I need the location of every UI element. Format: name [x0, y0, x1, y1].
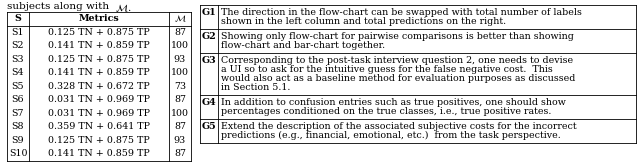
Text: 100: 100 [171, 41, 189, 50]
Text: S3: S3 [12, 55, 24, 64]
Text: 0.359 TN + 0.641 TP: 0.359 TN + 0.641 TP [48, 122, 150, 131]
Text: 87: 87 [174, 149, 186, 158]
Text: S4: S4 [12, 68, 24, 77]
Text: S8: S8 [12, 122, 24, 131]
Text: 93: 93 [174, 55, 186, 64]
Text: would also act as a baseline method for evaluation purposes as discussed: would also act as a baseline method for … [221, 74, 575, 83]
Text: S1: S1 [12, 28, 24, 37]
Text: G1: G1 [202, 8, 216, 17]
Text: in Section 5.1.: in Section 5.1. [221, 83, 291, 92]
Text: G4: G4 [202, 98, 216, 107]
Text: 87: 87 [174, 122, 186, 131]
Text: subjects along with: subjects along with [7, 2, 113, 11]
Text: a UI so to ask for the intuitive guess for the false negative cost.  This: a UI so to ask for the intuitive guess f… [221, 65, 553, 74]
Text: Showing only flow-chart for pairwise comparisons is better than showing: Showing only flow-chart for pairwise com… [221, 32, 574, 41]
Text: 0.141 TN + 0.859 TP: 0.141 TN + 0.859 TP [48, 149, 150, 158]
Text: 0.125 TN + 0.875 TP: 0.125 TN + 0.875 TP [48, 55, 150, 64]
Text: S: S [15, 14, 21, 23]
Text: 0.328 TN + 0.672 TP: 0.328 TN + 0.672 TP [48, 82, 150, 91]
Text: 0.125 TN + 0.875 TP: 0.125 TN + 0.875 TP [48, 28, 150, 37]
Text: Extend the description of the associated subjective costs for the incorrect: Extend the description of the associated… [221, 122, 577, 131]
Text: S5: S5 [12, 82, 24, 91]
Text: 87: 87 [174, 95, 186, 104]
Text: 0.141 TN + 0.859 TP: 0.141 TN + 0.859 TP [48, 68, 150, 77]
Text: S6: S6 [12, 95, 24, 104]
Text: G3: G3 [202, 56, 216, 65]
Text: S9: S9 [12, 136, 24, 145]
Text: 0.141 TN + 0.859 TP: 0.141 TN + 0.859 TP [48, 41, 150, 50]
Text: 0.125 TN + 0.875 TP: 0.125 TN + 0.875 TP [48, 136, 150, 145]
Text: 93: 93 [174, 136, 186, 145]
Text: 100: 100 [171, 109, 189, 118]
Text: predictions (e.g., financial, emotional, etc.)  from the task perspective.: predictions (e.g., financial, emotional,… [221, 131, 561, 140]
Text: G2: G2 [202, 32, 216, 41]
Text: S10: S10 [9, 149, 28, 158]
Text: $\mathcal{M}$: $\mathcal{M}$ [173, 13, 186, 24]
Text: S2: S2 [12, 41, 24, 50]
Text: 0.031 TN + 0.969 TP: 0.031 TN + 0.969 TP [48, 109, 150, 118]
Text: G5: G5 [202, 122, 216, 131]
Text: 0.031 TN + 0.969 TP: 0.031 TN + 0.969 TP [48, 95, 150, 104]
Text: In addition to confusion entries such as true positives, one should show: In addition to confusion entries such as… [221, 98, 566, 107]
Text: Corresponding to the post-task interview question 2, one needs to devise: Corresponding to the post-task interview… [221, 56, 573, 65]
Text: 100: 100 [171, 68, 189, 77]
Text: flow-chart and bar-chart together.: flow-chart and bar-chart together. [221, 41, 385, 50]
Text: shown in the left column and total predictions on the right.: shown in the left column and total predi… [221, 17, 506, 26]
Text: S7: S7 [12, 109, 24, 118]
Text: $\mathcal{M}$.: $\mathcal{M}$. [115, 2, 131, 14]
Text: 87: 87 [174, 28, 186, 37]
Text: percentages conditioned on the true classes, i.e., true positive rates.: percentages conditioned on the true clas… [221, 107, 552, 116]
Text: Metrics: Metrics [79, 14, 120, 23]
Text: The direction in the flow-chart can be swapped with total number of labels: The direction in the flow-chart can be s… [221, 8, 582, 17]
Text: 73: 73 [174, 82, 186, 91]
